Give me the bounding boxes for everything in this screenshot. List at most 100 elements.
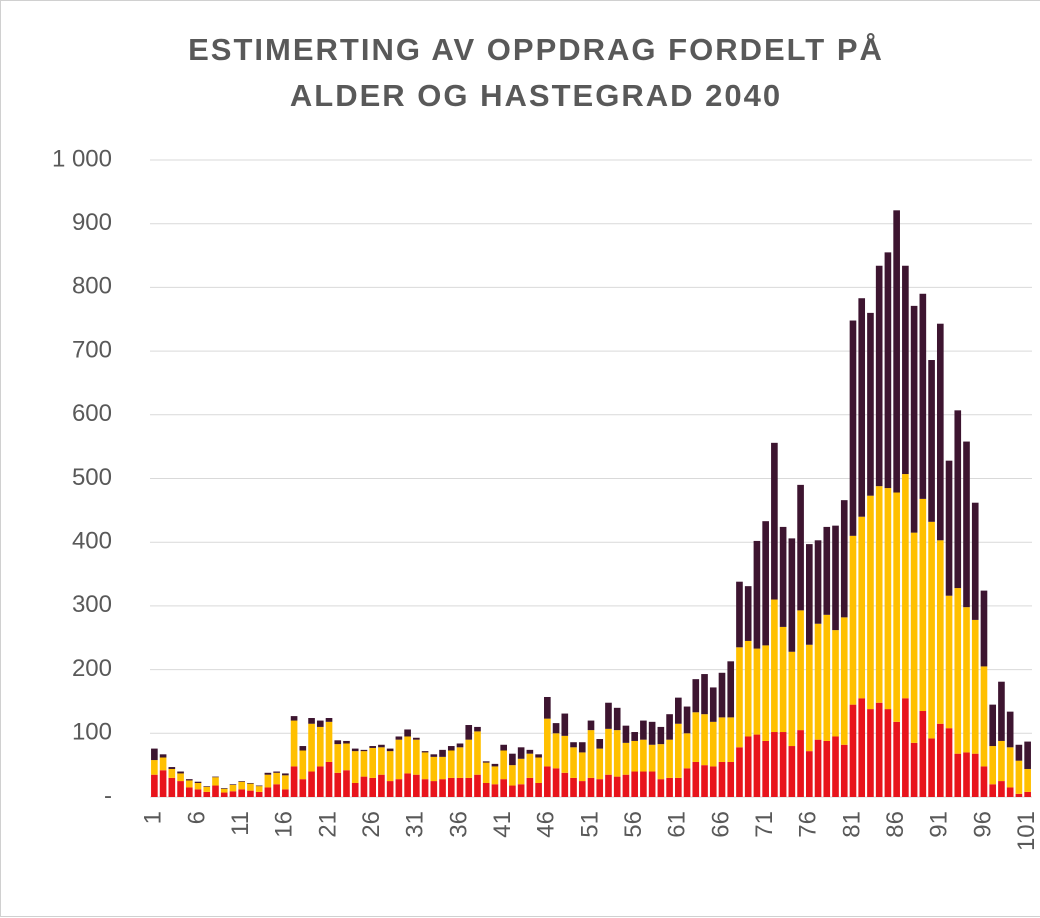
bar-segment <box>910 305 918 533</box>
bar-segment <box>805 644 813 752</box>
bar-segment <box>910 532 918 743</box>
bar-segment <box>456 747 464 778</box>
x-tick-label: 51 <box>576 811 603 838</box>
bar-segment <box>299 779 307 797</box>
bar-segment <box>902 698 909 797</box>
bar-segment <box>308 718 315 724</box>
bar-segment <box>605 774 612 797</box>
bar-segment <box>692 679 700 713</box>
bar-segment <box>578 752 586 782</box>
x-tick-label: 96 <box>969 811 996 838</box>
bar-segment <box>526 777 534 797</box>
x-tick-label: 101 <box>1013 811 1040 851</box>
bar-segment <box>308 771 315 797</box>
bar-segment <box>805 544 813 645</box>
y-tick-label: 300 <box>72 591 112 618</box>
bar-segment <box>675 723 682 778</box>
bar-segment <box>963 752 970 797</box>
bar-segment <box>692 761 700 797</box>
bar-segment <box>177 773 184 782</box>
bar-segment <box>517 758 525 785</box>
bar-segment <box>282 773 289 776</box>
x-tick-label: 91 <box>926 811 953 838</box>
bar-segment <box>640 739 647 772</box>
bar-segment <box>788 746 796 797</box>
bar-segment <box>797 484 804 611</box>
x-tick-label: 26 <box>358 811 385 838</box>
x-tick-label: 76 <box>795 811 822 838</box>
bar-segment <box>596 779 604 797</box>
bar-segment <box>832 736 839 797</box>
bar-segment <box>177 771 184 774</box>
bar-segment <box>622 742 630 775</box>
bar-segment <box>378 774 385 797</box>
bar-segment <box>849 535 857 705</box>
bar-segment <box>867 312 874 496</box>
bar-segment <box>447 777 455 797</box>
bar-segment <box>718 672 726 718</box>
bar-segment <box>823 526 831 615</box>
bar-segment <box>718 761 726 797</box>
bar-segment <box>779 526 787 627</box>
bar-segment <box>482 782 490 797</box>
x-tick-label: 46 <box>533 811 560 838</box>
bar-segment <box>159 757 167 771</box>
bar-segment <box>247 783 254 791</box>
bar-segment <box>378 744 385 748</box>
bar-segment <box>945 595 953 729</box>
bar-segment <box>1006 711 1014 748</box>
bar-segment <box>561 713 569 736</box>
bar-segment <box>805 751 813 797</box>
bar-segment <box>351 782 359 797</box>
bar-segment <box>1024 768 1031 792</box>
bar-segment <box>954 588 962 754</box>
bar-segment <box>535 754 542 758</box>
bar-segment <box>980 666 988 767</box>
bar-segment <box>936 540 944 724</box>
bar-segment <box>395 736 403 740</box>
bar-segment <box>430 756 438 782</box>
x-tick-label: 66 <box>707 811 734 838</box>
x-tick-label: 11 <box>227 811 254 836</box>
bar-segment <box>884 488 892 710</box>
bar-segment <box>867 709 874 797</box>
bar-segment <box>1024 741 1031 769</box>
bar-segment <box>465 725 473 740</box>
bar-segment <box>334 740 342 745</box>
x-tick-label: 81 <box>838 811 865 838</box>
bar-segment <box>858 516 866 699</box>
bar-segment <box>185 779 193 781</box>
bar-segment <box>500 779 507 797</box>
bar-segment <box>264 787 272 797</box>
bar-segment <box>666 777 673 797</box>
bar-segment <box>491 766 499 785</box>
bar-segment <box>954 753 962 797</box>
bar-segment <box>273 771 280 773</box>
bar-segment <box>482 762 490 783</box>
bar-segment <box>474 774 481 797</box>
bar-segment <box>203 786 211 787</box>
y-tick-label: 500 <box>72 464 112 491</box>
bar-segment <box>963 607 970 753</box>
bar-segment <box>832 630 839 737</box>
bar-segment <box>255 791 263 797</box>
bar-segment <box>701 674 708 715</box>
y-tick-label: 900 <box>72 209 112 236</box>
bar-segment <box>622 774 630 797</box>
bar-segment <box>151 760 158 775</box>
bar-segment <box>378 747 385 775</box>
bar-segment <box>709 721 717 767</box>
bar-segment <box>893 492 900 722</box>
bar-segment <box>386 751 394 782</box>
bar-segment <box>203 791 211 797</box>
bar-segment <box>360 776 368 797</box>
bar-segment <box>325 721 333 762</box>
bar-segment <box>500 750 507 780</box>
bar-segment <box>168 767 176 769</box>
bar-segment <box>430 754 438 757</box>
bar-segment <box>613 730 621 777</box>
bar-segment <box>526 753 534 778</box>
bar-segment <box>212 776 219 778</box>
bar-segment <box>343 770 350 797</box>
